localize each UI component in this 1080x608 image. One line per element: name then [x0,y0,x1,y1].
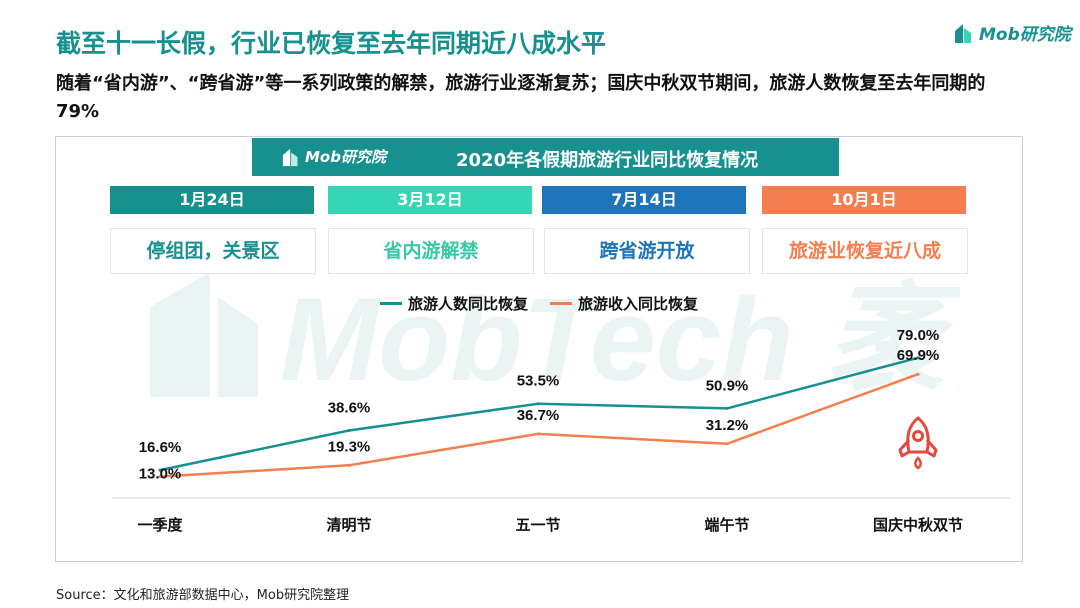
tick-layer: 一季度 清明节 五一节 端午节 国庆中秋双节 [137,516,963,534]
milestone-date-4: 10月1日 [762,186,966,214]
milestone-event-1: 停组团，关景区 [110,228,316,274]
milestone-event-3: 跨省游开放 [544,228,750,274]
data-point [725,406,729,410]
x-tick-label: 一季度 [137,516,183,534]
legend-item-visitors: 旅游人数同比恢复 [380,293,528,314]
watermark: MobTech 袤博 [150,272,960,402]
data-label: 13.0% [139,466,182,483]
milestone-event-2: 省内游解禁 [328,228,534,274]
data-label: 16.6% [139,439,182,456]
milestone-event-4: 旅游业恢复近八成 [762,228,968,274]
data-label: 79.0% [897,327,940,344]
data-label: 31.2% [706,417,749,434]
legend-item-revenue: 旅游收入同比恢复 [550,293,698,314]
data-label: 38.6% [328,400,371,417]
chart-legend: 旅游人数同比恢复 旅游收入同比恢复 [380,293,720,314]
data-point [536,402,540,406]
data-point [916,356,920,360]
data-label: 19.3% [328,438,371,455]
banner-logo: Mob研究院 [282,146,386,167]
data-label: 36.7% [517,407,560,424]
data-point [536,432,540,436]
logo-text: Mob研究院 [979,25,1071,45]
banner-logo-text: Mob研究院 [305,148,386,166]
data-label: 53.5% [517,373,560,390]
mob-logo-icon [955,23,971,43]
data-label: 50.9% [706,377,749,394]
rocket-icon [898,416,938,470]
data-point [725,442,729,446]
legend-label-visitors: 旅游人数同比恢复 [408,295,529,313]
mob-logo: Mob研究院 [954,20,1071,45]
milestone-date-2: 3月12日 [328,186,532,214]
x-tick-label: 国庆中秋双节 [873,516,963,534]
data-point [347,429,351,432]
chart-banner: Mob研究院 2020年各假期旅游行业同比恢复情况 [252,138,839,176]
data-point [158,475,162,479]
legend-label-revenue: 旅游收入同比恢复 [578,295,699,313]
chart-frame [55,136,1023,562]
milestone-date-1: 1月24日 [110,186,314,214]
data-point [158,468,162,472]
page-subtitle: 随着“省内游”、“跨省游”等一系列政策的解禁，旅游行业逐渐复苏；国庆中秋双节期间… [56,73,986,122]
data-point [347,463,351,467]
page-title: 截至十一长假，行业已恢复至去年同期近八成水平 [56,29,607,58]
x-tick-label: 端午节 [704,516,749,534]
data-label: 69.9% [897,347,940,364]
x-tick-label: 五一节 [515,516,560,534]
data-point [916,372,920,376]
source-note: Source：文化和旅游部数据中心，Mob研究院整理 [56,588,350,603]
milestone-date-3: 7月14日 [542,186,746,214]
mob-logo-icon [282,148,298,166]
watermark-text: MobTech 袤博 [280,274,960,402]
legend-line-visitors [380,302,402,305]
legend-line-revenue [550,302,573,305]
chart-title: 2020年各假期旅游行业同比恢复情况 [456,150,759,171]
series-layer: 16.6% 38.6% 53.5% 50.9% 79.0% 13.0% 19.3% 36.7%… [139,327,940,483]
x-tick-label: 清明节 [326,516,371,534]
